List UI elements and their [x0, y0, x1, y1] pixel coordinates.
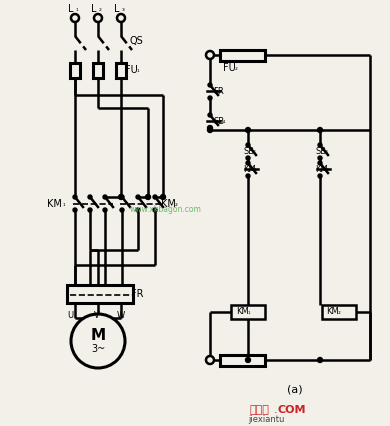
Text: KM: KM	[47, 199, 62, 209]
Text: ₃: ₃	[122, 6, 125, 12]
Text: jiexiantu: jiexiantu	[248, 415, 284, 424]
Text: SB: SB	[315, 147, 326, 155]
Bar	[67, 285, 133, 303]
Bar	[322, 305, 356, 319]
Text: KM: KM	[243, 164, 256, 173]
Circle shape	[208, 113, 212, 117]
Circle shape	[145, 195, 151, 199]
Text: www.xkbagon.com: www.xkbagon.com	[130, 205, 202, 215]
Text: .: .	[274, 405, 278, 415]
Text: FR: FR	[131, 289, 144, 299]
Circle shape	[71, 14, 79, 22]
Circle shape	[206, 51, 214, 59]
Text: ₃: ₃	[325, 148, 328, 154]
Text: W: W	[117, 311, 125, 320]
Text: ₂: ₂	[326, 166, 329, 172]
Circle shape	[136, 208, 140, 212]
Bar	[70, 63, 80, 78]
Circle shape	[245, 357, 250, 363]
Bar	[93, 63, 103, 78]
Circle shape	[317, 127, 323, 132]
Circle shape	[103, 208, 107, 212]
Text: FR: FR	[213, 86, 224, 95]
Circle shape	[318, 174, 322, 178]
Text: ₂: ₂	[99, 6, 102, 12]
Bar	[231, 305, 265, 319]
Circle shape	[88, 195, 92, 199]
Circle shape	[117, 14, 125, 22]
Text: M: M	[90, 328, 106, 343]
Circle shape	[119, 195, 124, 199]
Text: KM: KM	[161, 199, 176, 209]
Circle shape	[318, 143, 322, 147]
Text: U: U	[67, 311, 73, 320]
Text: ₁: ₁	[137, 67, 140, 73]
Text: SB: SB	[243, 147, 254, 155]
Text: ₁: ₁	[254, 166, 257, 172]
Circle shape	[153, 208, 157, 212]
Circle shape	[161, 195, 165, 199]
Circle shape	[120, 208, 124, 212]
Text: KM: KM	[326, 308, 339, 317]
Circle shape	[206, 356, 214, 364]
Circle shape	[207, 126, 213, 130]
Circle shape	[153, 195, 157, 199]
Text: ₁: ₁	[63, 201, 66, 207]
Text: COM: COM	[278, 405, 307, 415]
Bar	[220, 355, 265, 366]
Circle shape	[246, 174, 250, 178]
Circle shape	[318, 161, 322, 165]
Text: ₂: ₂	[338, 309, 341, 315]
Bar	[116, 63, 126, 78]
Text: L: L	[68, 4, 73, 14]
Text: ₁: ₁	[223, 118, 226, 124]
Bar	[220, 50, 265, 61]
Text: KM: KM	[236, 308, 249, 317]
Circle shape	[207, 127, 213, 132]
Text: KM: KM	[315, 164, 328, 173]
Circle shape	[208, 96, 212, 100]
Text: (a): (a)	[287, 385, 303, 395]
Circle shape	[73, 195, 77, 199]
Text: ₁: ₁	[76, 6, 79, 12]
Text: V: V	[94, 311, 100, 320]
Circle shape	[88, 208, 92, 212]
Text: ₂: ₂	[175, 201, 178, 207]
Text: SB: SB	[213, 116, 224, 126]
Circle shape	[94, 14, 102, 22]
Text: 接线图: 接线图	[250, 405, 270, 415]
Text: ₂: ₂	[235, 65, 238, 71]
Circle shape	[136, 195, 140, 199]
Circle shape	[246, 143, 250, 147]
Circle shape	[317, 357, 323, 363]
Circle shape	[318, 156, 322, 160]
Circle shape	[246, 156, 250, 160]
Circle shape	[208, 126, 212, 130]
Text: FU: FU	[125, 65, 138, 75]
Circle shape	[103, 195, 107, 199]
Circle shape	[73, 208, 77, 212]
Text: 3~: 3~	[91, 344, 105, 354]
Text: QS: QS	[129, 36, 143, 46]
Text: FU: FU	[223, 63, 236, 73]
Circle shape	[246, 161, 250, 165]
Text: L: L	[91, 4, 96, 14]
Circle shape	[208, 83, 212, 87]
Text: ₂: ₂	[253, 148, 256, 154]
Text: L: L	[114, 4, 119, 14]
Circle shape	[245, 127, 250, 132]
Circle shape	[120, 195, 124, 199]
Circle shape	[71, 314, 125, 368]
Text: ₁: ₁	[248, 309, 251, 315]
